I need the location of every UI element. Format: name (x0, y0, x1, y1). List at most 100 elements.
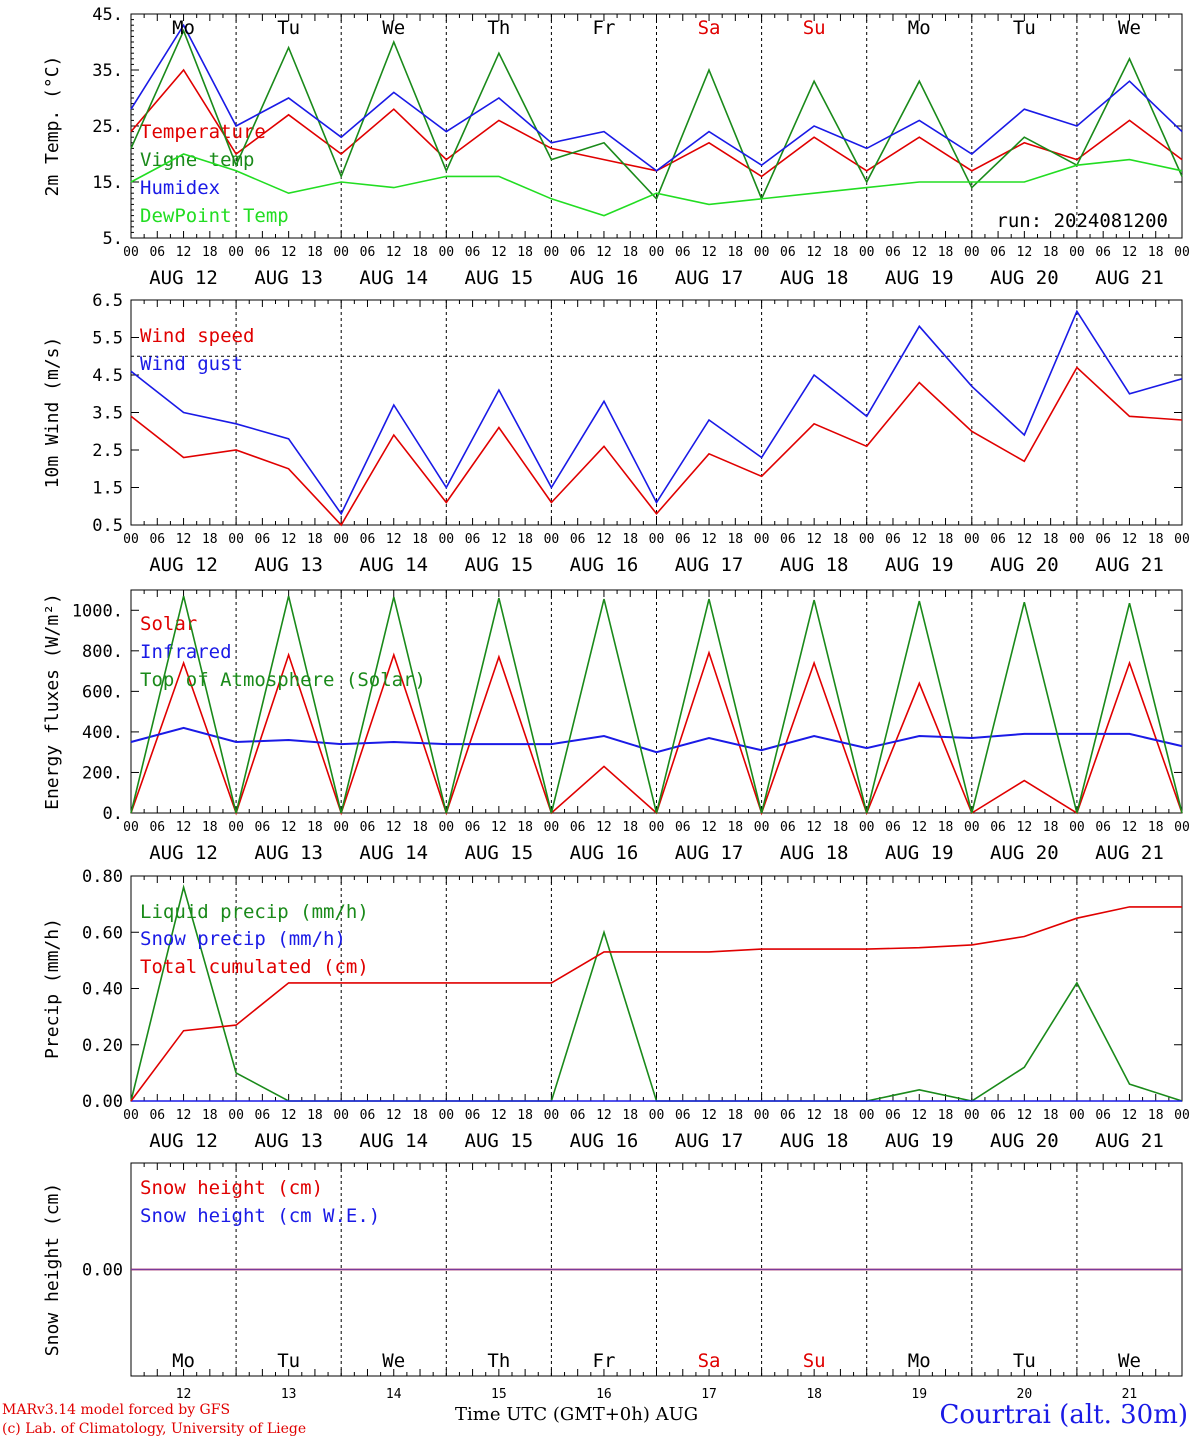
hour-tick-label: 06 (990, 245, 1006, 260)
hour-tick-label: 12 (806, 245, 822, 260)
y-axis-title: 2m Temp. (°C) (42, 56, 63, 197)
date-label: AUG 17 (675, 1130, 744, 1152)
day-number: 16 (596, 1387, 612, 1402)
hour-tick-label: 12 (596, 245, 612, 260)
hour-tick-label: 12 (386, 1108, 402, 1123)
y-tick-label: 0.40 (82, 980, 123, 1000)
day-number: 19 (911, 1387, 927, 1402)
date-label: AUG 15 (465, 1130, 534, 1152)
hour-tick-label: 12 (176, 245, 192, 260)
date-label: AUG 16 (570, 267, 639, 289)
hour-tick-label: 12 (281, 1108, 297, 1123)
hour-tick-label: 00 (859, 532, 875, 547)
hour-tick-label: 18 (1043, 820, 1059, 835)
hour-tick-label: 06 (990, 820, 1006, 835)
hour-tick-label: 06 (1095, 820, 1111, 835)
date-label: AUG 20 (990, 267, 1059, 289)
hour-tick-label: 18 (202, 820, 218, 835)
hour-tick-label: 18 (1043, 532, 1059, 547)
hour-tick-label: 06 (149, 245, 165, 260)
hour-tick-label: 06 (465, 532, 481, 547)
date-label: AUG 15 (465, 267, 534, 289)
hour-tick-label: 06 (255, 820, 271, 835)
day-name-bottom: Mo (908, 1350, 931, 1372)
day-name-bottom: We (382, 1350, 405, 1372)
hour-tick-label: 06 (570, 820, 586, 835)
hour-tick-label: 18 (727, 532, 743, 547)
hour-tick-label: 00 (649, 820, 665, 835)
hour-tick-label: 18 (938, 820, 954, 835)
date-label: AUG 21 (1095, 554, 1164, 576)
hour-tick-label: 18 (412, 532, 428, 547)
day-name-bottom: Fr (593, 1350, 616, 1372)
hour-tick-label: 18 (517, 532, 533, 547)
y-tick-label: 25. (92, 117, 123, 137)
hour-tick-label: 06 (675, 532, 691, 547)
hour-tick-label: 12 (1122, 1108, 1138, 1123)
hour-tick-label: 18 (622, 820, 638, 835)
hour-tick-label: 06 (990, 1108, 1006, 1123)
hour-tick-label: 18 (1043, 1108, 1059, 1123)
hour-tick-label: 12 (701, 245, 717, 260)
hour-tick-label: 12 (176, 820, 192, 835)
date-label: AUG 19 (885, 842, 954, 864)
y-tick-label: 1.5 (92, 479, 123, 499)
hour-tick-label: 06 (255, 245, 271, 260)
hour-tick-label: 00 (333, 820, 349, 835)
hour-tick-label: 06 (570, 532, 586, 547)
day-name-top: Mo (908, 17, 931, 39)
hour-tick-label: 00 (649, 245, 665, 260)
hour-tick-label: 00 (1069, 820, 1085, 835)
hour-tick-label: 00 (964, 245, 980, 260)
hour-tick-label: 00 (438, 532, 454, 547)
hour-tick-label: 06 (360, 532, 376, 547)
date-label: AUG 18 (780, 1130, 849, 1152)
hour-tick-label: 06 (885, 245, 901, 260)
day-number: 17 (701, 1387, 717, 1402)
legend-entry: Temperature (140, 121, 266, 143)
date-label: AUG 13 (254, 842, 323, 864)
hour-tick-label: 12 (911, 1108, 927, 1123)
hour-tick-label: 06 (465, 245, 481, 260)
hour-tick-label: 12 (806, 820, 822, 835)
legend-entry: Top of Atmosphere (Solar) (140, 669, 426, 691)
hour-tick-label: 00 (123, 532, 139, 547)
hour-tick-label: 18 (622, 1108, 638, 1123)
day-number: 20 (1017, 1387, 1033, 1402)
hour-tick-label: 00 (544, 820, 560, 835)
station-title: Courtrai (alt. 30m) (939, 1400, 1189, 1430)
hour-tick-label: 12 (491, 245, 507, 260)
hour-tick-label: 18 (1148, 532, 1164, 547)
hour-tick-label: 00 (754, 1108, 770, 1123)
date-label: AUG 12 (149, 554, 218, 576)
hour-tick-label: 12 (491, 820, 507, 835)
hour-tick-label: 00 (333, 245, 349, 260)
hour-tick-label: 00 (754, 245, 770, 260)
hour-tick-label: 00 (859, 820, 875, 835)
y-tick-label: 0.00 (82, 1261, 123, 1281)
hour-tick-label: 00 (1174, 532, 1190, 547)
hour-tick-label: 12 (1017, 820, 1033, 835)
hour-tick-label: 12 (701, 820, 717, 835)
day-name-top: Th (487, 17, 510, 39)
hour-tick-label: 18 (517, 820, 533, 835)
plot-frame-1 (130, 299, 1183, 526)
date-label: AUG 16 (570, 554, 639, 576)
hour-tick-label: 18 (202, 1108, 218, 1123)
hour-tick-label: 18 (622, 532, 638, 547)
hour-tick-label: 06 (149, 532, 165, 547)
y-tick-label: 0.80 (82, 867, 123, 887)
day-name-top: We (382, 17, 405, 39)
y-tick-label: 6.5 (92, 291, 123, 311)
date-label: AUG 15 (465, 554, 534, 576)
model-credit: MARv3.14 model forced by GFS (2, 1402, 231, 1418)
y-axis-title: Energy fluxes (W/m²) (42, 593, 63, 810)
hour-tick-label: 18 (833, 1108, 849, 1123)
hour-tick-label: 18 (412, 1108, 428, 1123)
y-tick-label: 600. (82, 682, 123, 702)
y-tick-label: 400. (82, 723, 123, 743)
date-label: AUG 21 (1095, 1130, 1164, 1152)
hour-tick-label: 06 (570, 245, 586, 260)
hour-tick-label: 06 (465, 820, 481, 835)
